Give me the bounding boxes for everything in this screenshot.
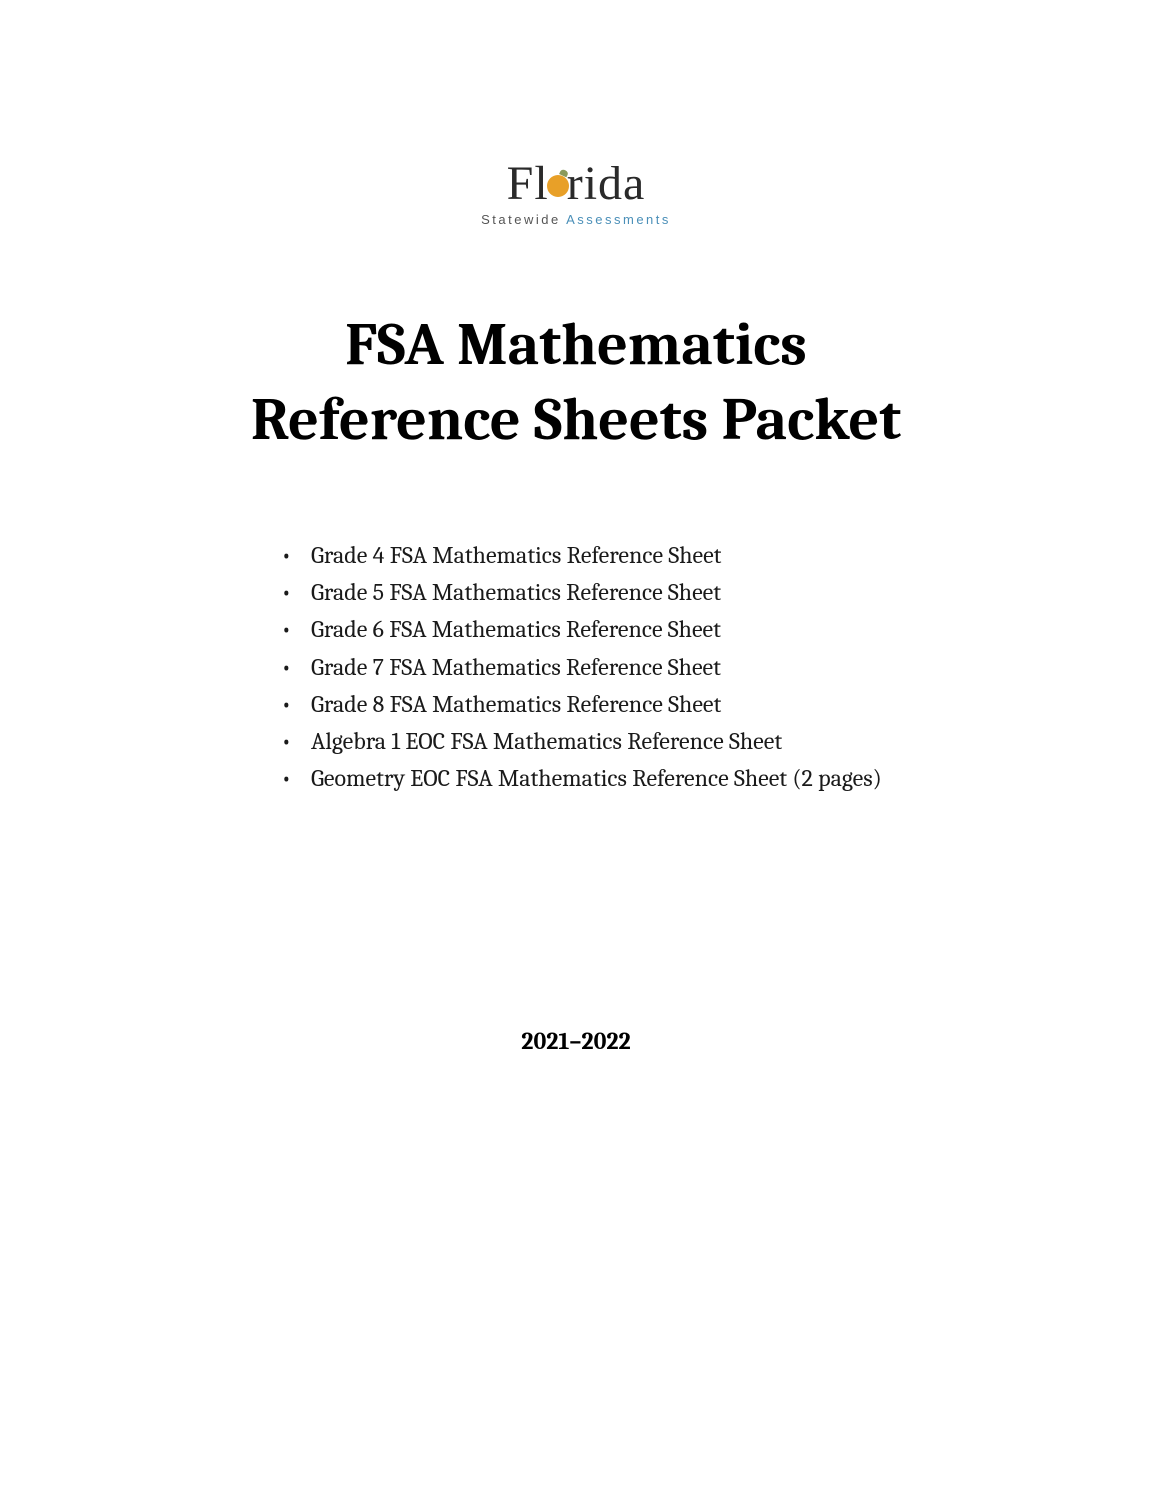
page-title: FSA Mathematics Reference Sheets Packet <box>251 307 901 457</box>
logo-sub-prefix: Statewide <box>481 212 566 227</box>
list-item: Geometry EOC FSA Mathematics Reference S… <box>256 760 896 797</box>
list-item: Algebra 1 EOC FSA Mathematics Reference … <box>256 723 896 760</box>
florida-logo: Flrida Statewide Assessments <box>481 160 671 227</box>
list-item: Grade 4 FSA Mathematics Reference Sheet <box>256 537 896 574</box>
list-item: Grade 7 FSA Mathematics Reference Sheet <box>256 649 896 686</box>
list-item: Grade 6 FSA Mathematics Reference Sheet <box>256 611 896 648</box>
logo-subtitle: Statewide Assessments <box>481 212 671 227</box>
school-year: 2021–2022 <box>521 1027 630 1055</box>
title-line-2: Reference Sheets Packet <box>251 385 901 454</box>
list-item: Grade 8 FSA Mathematics Reference Sheet <box>256 686 896 723</box>
contents-list: Grade 4 FSA Mathematics Reference Sheet … <box>256 537 896 797</box>
logo-text-prefix: Fl <box>507 157 549 210</box>
logo-wordmark: Flrida <box>481 160 671 208</box>
logo-sub-accent: Assessments <box>566 212 671 227</box>
orange-icon <box>547 175 569 197</box>
logo-text-suffix: rida <box>567 157 646 210</box>
document-page: Flrida Statewide Assessments FSA Mathema… <box>0 0 1152 1490</box>
title-line-1: FSA Mathematics <box>345 310 807 379</box>
list-item: Grade 5 FSA Mathematics Reference Sheet <box>256 574 896 611</box>
